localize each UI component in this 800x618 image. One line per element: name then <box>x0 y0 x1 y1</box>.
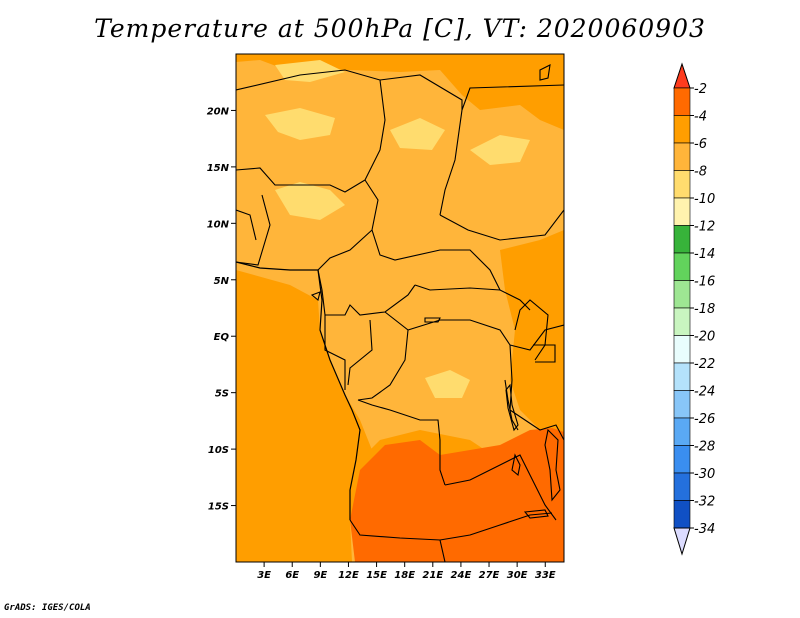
colorbar-box <box>673 252 691 281</box>
colorbar-box <box>673 87 691 116</box>
colorbar-box <box>673 445 691 474</box>
lon-tick-label: 9E <box>313 570 327 581</box>
colorbar-label: -2 <box>694 82 707 97</box>
colorbar-box <box>673 417 691 446</box>
lon-tick-label: 3E <box>257 570 271 581</box>
lat-tick-label: 10S <box>208 445 229 456</box>
colorbar-box <box>673 362 691 391</box>
lat-tick-label: 5N <box>214 276 230 287</box>
field-band-minus4-east <box>500 230 564 440</box>
lon-tick-label: 12E <box>338 570 359 581</box>
lat-tick-label: EQ <box>214 332 230 343</box>
colorbar-label: -4 <box>694 110 707 125</box>
colorbar-label: -16 <box>694 275 715 290</box>
colorbar-label: -18 <box>694 302 715 317</box>
lat-tick-label: 15N <box>207 163 230 174</box>
field-band-minus8-congo <box>425 370 470 398</box>
colorbar-label: -24 <box>694 385 715 400</box>
colorbar-bottom-arrow <box>673 527 691 556</box>
lakes <box>310 64 561 519</box>
field-band-minus2-south <box>350 428 564 562</box>
lon-tick-label: 6E <box>285 570 299 581</box>
lat-tick-label: 10N <box>207 219 230 230</box>
colorbar-box <box>673 500 691 529</box>
colorbar-box <box>673 197 691 226</box>
colorbar-label: -12 <box>694 220 715 235</box>
field-band-minus8-nw <box>265 108 335 140</box>
map-panel <box>236 54 564 562</box>
colorbar-label: -26 <box>694 412 715 427</box>
field-band-minus8-north-central <box>390 118 445 150</box>
colorbar-label: -10 <box>694 192 715 207</box>
colorbar-box <box>673 335 691 364</box>
lat-tick-label: 15S <box>208 502 229 513</box>
field-band-minus8-ne <box>470 135 530 165</box>
colorbar-label: -32 <box>694 495 715 510</box>
lon-tick-label: 33E <box>535 570 556 581</box>
colorbar-box <box>673 280 691 309</box>
colorbar-label: -14 <box>694 247 715 262</box>
lon-tick-label: 27E <box>479 570 500 581</box>
field-band-minus4-west <box>236 270 372 562</box>
colorbar-box <box>673 307 691 336</box>
colorbar-box <box>673 170 691 199</box>
colorbar-top-arrow <box>673 62 691 89</box>
latitude-axis: 20N 15N 10N 5N EQ 5S 10S 15S <box>207 106 236 513</box>
lon-tick-label: 21E <box>422 570 443 581</box>
colorbar-label: -30 <box>694 467 715 482</box>
longitude-axis: 3E 6E 9E 12E 15E 18E 21E 24E 27E 30E 33E <box>257 562 556 581</box>
grads-credit: GrADS: IGES/COLA <box>4 603 91 613</box>
country-borders <box>236 69 564 562</box>
lat-tick-label: 5S <box>215 389 229 400</box>
colorbar-label: -28 <box>694 440 715 455</box>
colorbar-box <box>673 472 691 501</box>
colorbar-label: -34 <box>694 522 715 537</box>
lon-tick-label: 30E <box>507 570 528 581</box>
lon-tick-label: 15E <box>366 570 387 581</box>
lon-tick-label: 18E <box>394 570 415 581</box>
colorbar-label: -6 <box>694 137 707 152</box>
colorbar-label: -22 <box>694 357 715 372</box>
colorbar-label: -20 <box>694 330 715 345</box>
field-band-minus8-sahel <box>275 182 345 220</box>
chart-title: Temperature at 500hPa [C], VT: 202006090… <box>94 14 706 43</box>
lon-tick-label: 24E <box>451 570 472 581</box>
colorbar: -2 -4 -6 -8 -10 -12 -14 -16 -18 -20 -22 -24 -26 -28 -3… <box>673 62 715 556</box>
lat-tick-label: 20N <box>207 106 230 117</box>
colorbar-box <box>673 115 691 144</box>
coastline <box>236 261 361 520</box>
colorbar-box <box>673 390 691 419</box>
colorbar-box <box>673 142 691 171</box>
colorbar-box <box>673 225 691 254</box>
colorbar-label: -8 <box>694 165 707 180</box>
map-frame <box>235 53 565 563</box>
